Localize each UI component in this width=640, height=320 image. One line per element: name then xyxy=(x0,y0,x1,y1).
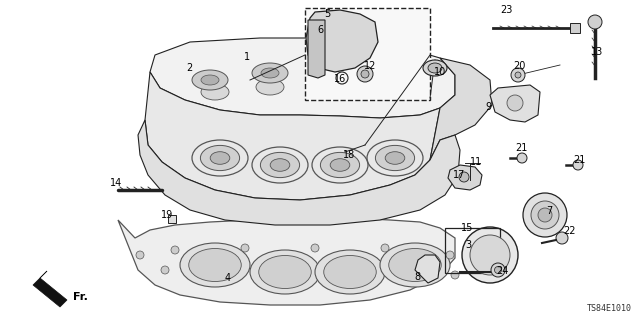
Polygon shape xyxy=(145,72,440,200)
Text: TS84E1010: TS84E1010 xyxy=(587,304,632,313)
Text: Fr.: Fr. xyxy=(73,292,88,302)
Ellipse shape xyxy=(201,84,229,100)
Text: 10: 10 xyxy=(434,67,446,77)
Ellipse shape xyxy=(321,67,339,77)
Text: 9: 9 xyxy=(485,102,491,112)
Circle shape xyxy=(538,208,552,222)
Text: 6: 6 xyxy=(317,25,323,35)
Polygon shape xyxy=(150,38,455,118)
Polygon shape xyxy=(308,20,325,78)
Circle shape xyxy=(515,72,521,78)
Ellipse shape xyxy=(376,145,415,171)
Text: 24: 24 xyxy=(496,266,508,276)
Ellipse shape xyxy=(260,152,300,178)
Circle shape xyxy=(459,172,469,182)
Ellipse shape xyxy=(312,62,348,82)
Ellipse shape xyxy=(200,145,239,171)
Circle shape xyxy=(517,153,527,163)
Text: 7: 7 xyxy=(546,206,552,216)
Text: 15: 15 xyxy=(461,223,473,233)
Ellipse shape xyxy=(201,75,219,85)
Ellipse shape xyxy=(189,249,241,282)
Ellipse shape xyxy=(366,81,394,97)
Text: 23: 23 xyxy=(500,5,512,15)
Text: 19: 19 xyxy=(161,210,173,220)
Text: 3: 3 xyxy=(465,240,471,250)
Circle shape xyxy=(523,193,567,237)
Text: 22: 22 xyxy=(564,226,576,236)
Circle shape xyxy=(556,232,568,244)
Ellipse shape xyxy=(311,78,339,94)
Ellipse shape xyxy=(210,152,230,164)
Ellipse shape xyxy=(192,70,228,90)
Text: 21: 21 xyxy=(515,143,527,153)
Circle shape xyxy=(511,68,525,82)
Bar xyxy=(445,228,500,273)
Text: 5: 5 xyxy=(324,9,330,19)
Bar xyxy=(570,23,580,33)
Circle shape xyxy=(361,70,369,78)
Text: 16: 16 xyxy=(334,74,346,84)
Circle shape xyxy=(495,267,502,274)
Circle shape xyxy=(161,266,169,274)
Ellipse shape xyxy=(250,250,320,294)
Ellipse shape xyxy=(321,152,360,178)
Polygon shape xyxy=(118,218,455,305)
Circle shape xyxy=(507,95,523,111)
Ellipse shape xyxy=(376,71,394,81)
Polygon shape xyxy=(490,85,540,122)
Ellipse shape xyxy=(388,249,441,282)
Circle shape xyxy=(241,244,249,252)
Text: 17: 17 xyxy=(453,170,465,180)
Text: 11: 11 xyxy=(470,157,482,167)
Bar xyxy=(168,215,176,223)
Circle shape xyxy=(311,244,319,252)
Text: 21: 21 xyxy=(573,155,585,165)
Circle shape xyxy=(462,227,518,283)
Ellipse shape xyxy=(270,159,290,171)
Circle shape xyxy=(573,160,583,170)
Circle shape xyxy=(531,201,559,229)
Polygon shape xyxy=(448,165,482,190)
Text: 20: 20 xyxy=(513,61,525,71)
Text: 1: 1 xyxy=(244,52,250,62)
Text: 12: 12 xyxy=(364,61,376,71)
FancyBboxPatch shape xyxy=(305,8,430,100)
Circle shape xyxy=(446,251,454,259)
Text: 2: 2 xyxy=(186,63,192,73)
Ellipse shape xyxy=(330,159,350,171)
Ellipse shape xyxy=(315,250,385,294)
Circle shape xyxy=(171,246,179,254)
Ellipse shape xyxy=(380,243,450,287)
Ellipse shape xyxy=(252,63,288,83)
Circle shape xyxy=(381,244,389,252)
Polygon shape xyxy=(415,255,440,283)
Ellipse shape xyxy=(256,79,284,95)
Text: 14: 14 xyxy=(110,178,122,188)
Circle shape xyxy=(451,271,459,279)
Polygon shape xyxy=(138,120,460,225)
Polygon shape xyxy=(33,271,67,307)
Polygon shape xyxy=(430,58,492,160)
Ellipse shape xyxy=(261,68,279,78)
Ellipse shape xyxy=(385,152,405,164)
Polygon shape xyxy=(306,10,378,72)
Ellipse shape xyxy=(428,63,442,73)
Text: 4: 4 xyxy=(225,273,231,283)
Circle shape xyxy=(136,251,144,259)
Ellipse shape xyxy=(423,60,447,76)
Text: 8: 8 xyxy=(414,272,420,282)
Circle shape xyxy=(588,15,602,29)
Circle shape xyxy=(357,66,373,82)
Ellipse shape xyxy=(180,243,250,287)
Text: 18: 18 xyxy=(343,150,355,160)
Circle shape xyxy=(470,235,510,275)
Circle shape xyxy=(491,263,505,277)
Ellipse shape xyxy=(367,66,403,86)
Ellipse shape xyxy=(259,255,311,289)
Text: 13: 13 xyxy=(591,47,603,57)
Ellipse shape xyxy=(324,255,376,289)
